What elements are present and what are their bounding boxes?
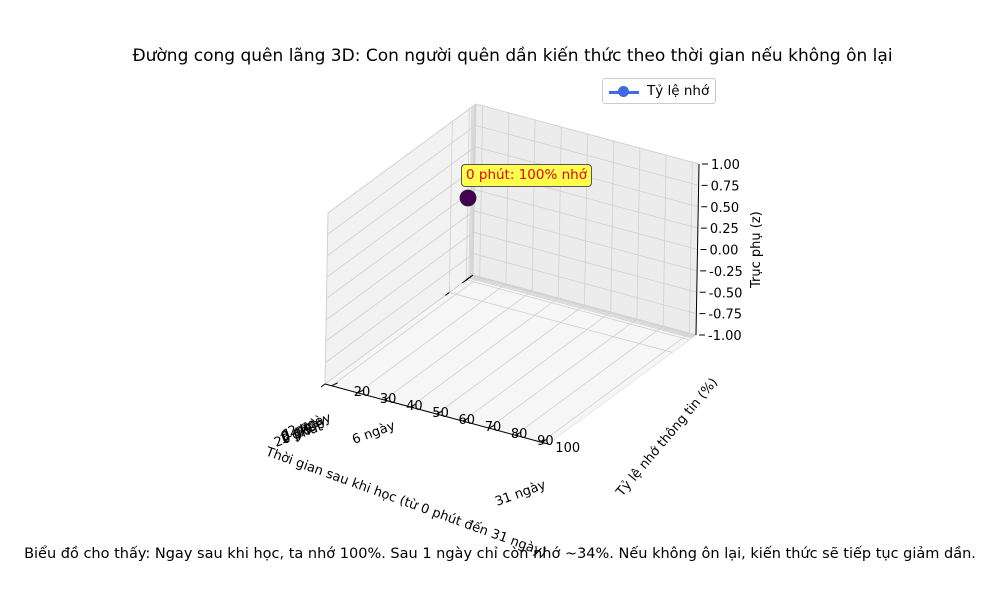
x-tick (462, 279, 467, 284)
y-tick (514, 431, 522, 436)
grid-z-left (326, 167, 476, 278)
grid-y-floor (383, 290, 533, 401)
grid-z-left (327, 125, 476, 235)
chart-title: Đường cong quên lãng 3D: Con người quên … (132, 46, 893, 66)
y-tick (488, 424, 496, 429)
grid-z-right (472, 274, 697, 336)
y-tick-label: 50 (432, 406, 449, 421)
y-tick (436, 410, 443, 415)
z-tick-label: 0.00 (710, 244, 739, 259)
grid-y-floor (436, 304, 585, 415)
y-axis-label: Tỷ lệ nhớ thông tin (%) (613, 375, 721, 500)
y-tick-label: 80 (511, 427, 528, 442)
legend-marker (618, 86, 629, 97)
y-tick-label: 60 (459, 413, 476, 428)
grid-y-floor (541, 332, 690, 443)
legend-label: Tỷ lệ nhớ (647, 83, 710, 99)
x-tick (320, 383, 326, 388)
z-tick-label: 0.25 (710, 222, 739, 237)
z-axis-label: Trục phụ (z) (749, 211, 764, 289)
grid-z-right (474, 210, 698, 272)
z-tick-label: 0.50 (710, 201, 739, 216)
grid-y-floor (514, 325, 664, 436)
x-tick-label: 6 ngày (350, 418, 397, 447)
z-tick-label: -0.25 (709, 265, 743, 280)
y-tick-label: 40 (406, 399, 423, 414)
grid-y-floor (488, 318, 638, 429)
y-tick-label: 20 (354, 385, 371, 400)
y-tick (541, 438, 548, 443)
grid-z-right (474, 189, 698, 250)
y-tick-label: 70 (485, 420, 502, 435)
y-tick-label: 100 (555, 441, 580, 456)
z-tick-label: -0.75 (708, 308, 742, 323)
grid-y-floor (357, 283, 507, 394)
grid-z-right (473, 253, 697, 315)
grid-z-right (475, 103, 700, 165)
x-tick (445, 292, 450, 296)
z-tick-label: 0.75 (711, 179, 740, 194)
grid-z-right (475, 124, 699, 186)
x-tick-label: 31 ngày (493, 477, 548, 509)
y-tick (357, 389, 365, 394)
chart-caption: Biểu đồ cho thấy: Ngay sau khi học, ta n… (24, 546, 976, 562)
z-tick-label: 1.00 (711, 158, 740, 173)
y-tick (410, 403, 417, 408)
grid-y-floor (410, 297, 559, 408)
grid-z-left (325, 253, 474, 363)
y-tick (383, 396, 391, 401)
grid-z-left (327, 146, 476, 257)
z-tick-label: -0.50 (709, 286, 743, 301)
z-tick-label: -1.00 (708, 329, 742, 344)
grid-z-left (325, 210, 475, 321)
y-tick (462, 417, 469, 422)
point-annotation: 0 phút: 100% nhớ (461, 164, 592, 187)
y-tick (331, 382, 338, 387)
grid-z-left (326, 189, 475, 299)
legend: Tỷ lệ nhớ (602, 78, 716, 104)
grid-y-floor (462, 311, 611, 422)
grid-z-left (325, 231, 474, 342)
y-tick-label: 90 (537, 434, 554, 449)
z-axis-line (695, 163, 700, 336)
grid-z-left (327, 103, 477, 214)
y-tick-label: 30 (380, 392, 397, 407)
data-point-0-phut (459, 189, 477, 207)
grid-y-floor (331, 276, 480, 387)
grid-z-right (473, 231, 697, 293)
